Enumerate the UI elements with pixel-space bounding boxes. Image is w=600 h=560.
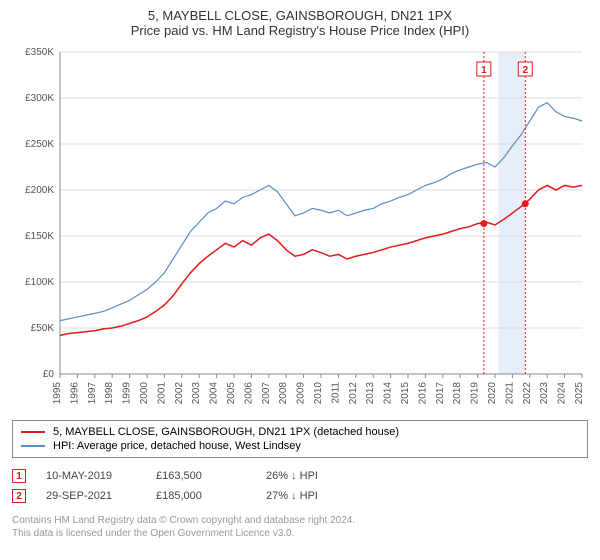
svg-text:£150K: £150K (25, 231, 54, 242)
chart-title: 5, MAYBELL CLOSE, GAINSBOROUGH, DN21 1PX (12, 8, 588, 23)
svg-text:1: 1 (481, 65, 487, 76)
svg-text:2017: 2017 (435, 382, 446, 405)
legend: 5, MAYBELL CLOSE, GAINSBOROUGH, DN21 1PX… (12, 420, 588, 458)
chart-subtitle: Price paid vs. HM Land Registry's House … (12, 23, 588, 38)
svg-text:2016: 2016 (417, 382, 428, 405)
price-row: 1 10-MAY-2019 £163,500 26% ↓ HPI (12, 466, 588, 486)
svg-text:2019: 2019 (470, 382, 481, 405)
legend-row: 5, MAYBELL CLOSE, GAINSBOROUGH, DN21 1PX… (21, 425, 579, 439)
price-marker-icon: 2 (12, 489, 26, 503)
svg-text:2004: 2004 (209, 382, 220, 405)
svg-text:£100K: £100K (25, 277, 54, 288)
price-value: £163,500 (156, 470, 246, 482)
svg-text:1995: 1995 (52, 382, 63, 405)
price-table: 1 10-MAY-2019 £163,500 26% ↓ HPI 2 29-SEP-202… (12, 466, 588, 506)
svg-text:£50K: £50K (31, 323, 55, 334)
svg-text:2011: 2011 (330, 382, 341, 404)
svg-text:2003: 2003 (191, 382, 202, 405)
svg-text:2015: 2015 (400, 382, 411, 405)
svg-text:£0: £0 (43, 369, 55, 380)
svg-text:£250K: £250K (25, 139, 54, 150)
price-date: 29-SEP-2021 (46, 490, 136, 502)
svg-text:2022: 2022 (522, 382, 533, 405)
footer-text: Contains HM Land Registry data © Crown c… (12, 514, 588, 540)
svg-text:1998: 1998 (104, 382, 115, 405)
svg-text:2007: 2007 (261, 382, 272, 405)
svg-text:2023: 2023 (539, 382, 550, 405)
legend-swatch (21, 445, 45, 447)
svg-text:2008: 2008 (278, 382, 289, 405)
legend-row: HPI: Average price, detached house, West… (21, 439, 579, 453)
svg-text:2002: 2002 (174, 382, 185, 405)
svg-text:1999: 1999 (122, 382, 133, 405)
svg-text:£300K: £300K (25, 93, 54, 104)
svg-text:2021: 2021 (504, 382, 515, 405)
svg-text:1997: 1997 (87, 382, 98, 405)
svg-text:2013: 2013 (365, 382, 376, 405)
svg-text:2012: 2012 (348, 382, 359, 405)
svg-text:£350K: £350K (25, 47, 54, 58)
svg-text:2010: 2010 (313, 382, 324, 405)
svg-text:2: 2 (522, 65, 528, 76)
price-marker-icon: 1 (12, 469, 26, 483)
line-chart: £0 £50K £100K £150K £200K £250K £300K £350K 1995… (12, 44, 588, 414)
svg-text:2006: 2006 (243, 382, 254, 405)
chart-container: 5, MAYBELL CLOSE, GAINSBOROUGH, DN21 1PX… (0, 0, 600, 560)
svg-text:2025: 2025 (574, 382, 585, 405)
price-pct: 27% ↓ HPI (266, 490, 356, 502)
legend-label: HPI: Average price, detached house, West… (53, 440, 301, 452)
svg-text:2024: 2024 (557, 382, 568, 405)
svg-text:2014: 2014 (383, 382, 394, 405)
svg-text:2001: 2001 (156, 382, 167, 405)
svg-text:2020: 2020 (487, 382, 498, 405)
svg-text:2018: 2018 (452, 382, 463, 405)
price-pct: 26% ↓ HPI (266, 470, 356, 482)
price-value: £185,000 (156, 490, 246, 502)
svg-text:1996: 1996 (69, 382, 80, 405)
chart-area: £0 £50K £100K £150K £200K £250K £300K £350K 1995… (12, 44, 588, 414)
svg-text:2005: 2005 (226, 382, 237, 405)
svg-text:£200K: £200K (25, 185, 54, 196)
price-row: 2 29-SEP-2021 £185,000 27% ↓ HPI (12, 486, 588, 506)
svg-text:2009: 2009 (296, 382, 307, 405)
price-date: 10-MAY-2019 (46, 470, 136, 482)
legend-swatch (21, 431, 45, 433)
footer-line-2: This data is licensed under the Open Gov… (12, 527, 588, 540)
footer-line-1: Contains HM Land Registry data © Crown c… (12, 514, 588, 527)
svg-text:2000: 2000 (139, 382, 150, 405)
legend-label: 5, MAYBELL CLOSE, GAINSBOROUGH, DN21 1PX… (53, 426, 399, 438)
